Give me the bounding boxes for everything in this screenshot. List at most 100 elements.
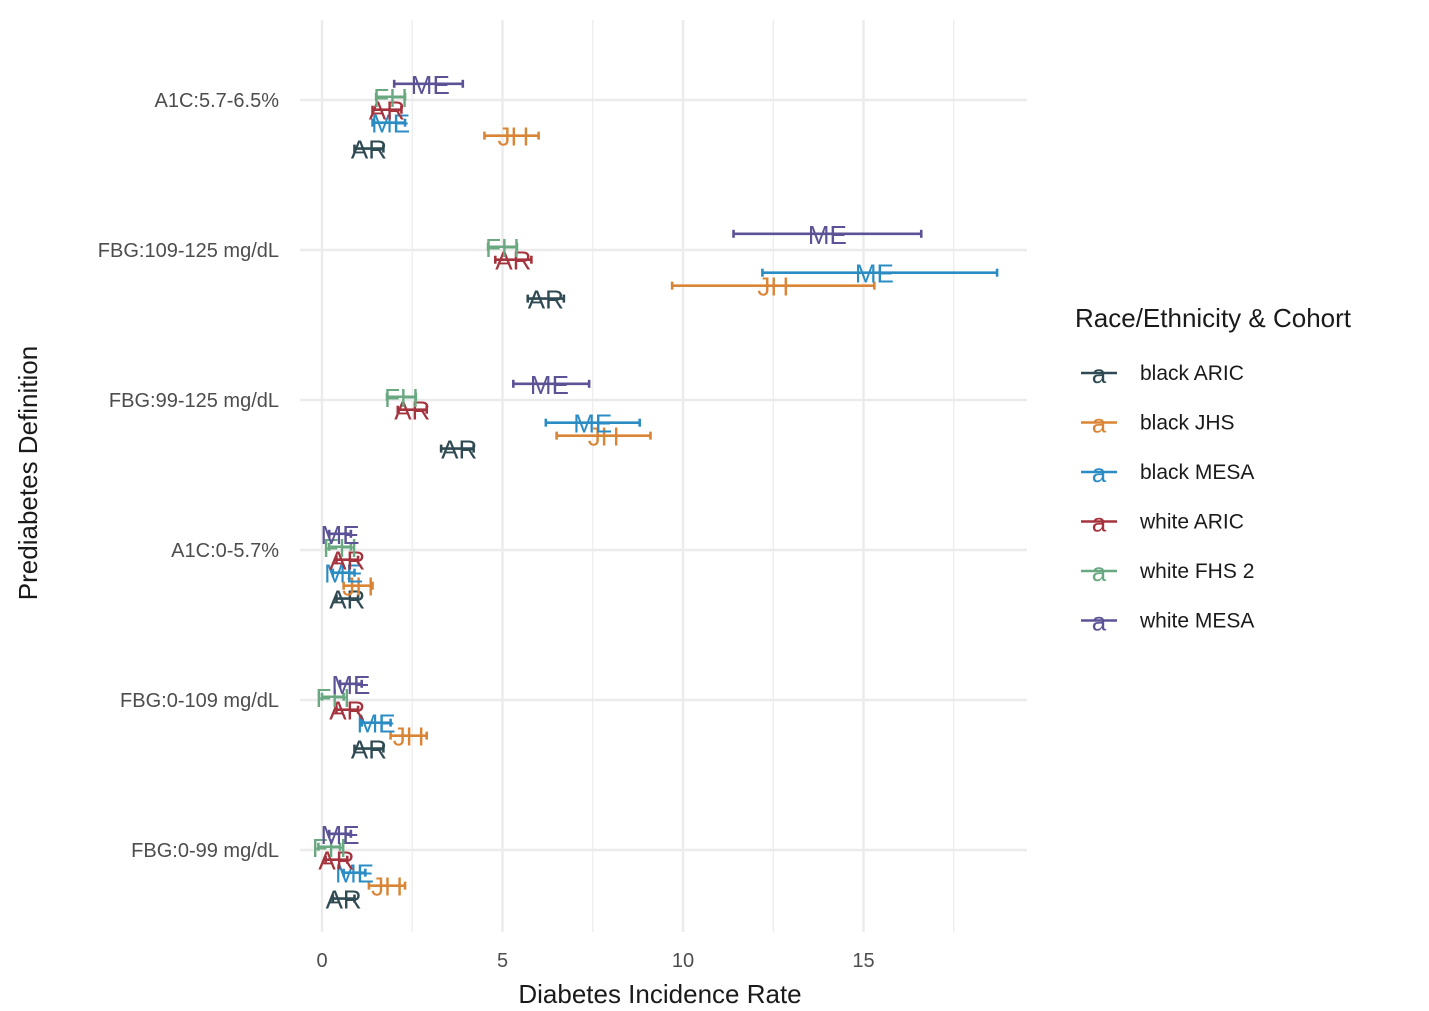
point-label: JH (757, 272, 789, 302)
legend-item: a black ARIC (1081, 359, 1244, 389)
error-bars (317, 79, 999, 903)
legend-title: Race/Ethnicity & Cohort (1075, 303, 1352, 333)
point-label: ME (411, 70, 450, 100)
error-bar (327, 829, 353, 838)
point-label: AR (318, 846, 354, 876)
error-bar (374, 92, 407, 101)
legend-key-glyph: a (1092, 458, 1107, 488)
error-bar (320, 692, 345, 701)
x-tick-label: 15 (852, 950, 874, 972)
error-bar (331, 568, 356, 577)
legend-key-glyph: a (1092, 557, 1107, 587)
legend-label: black ARIC (1140, 362, 1244, 385)
error-bar (353, 144, 385, 153)
error-bar (396, 405, 428, 414)
error-bar (335, 594, 360, 603)
grid-minor-lines (411, 20, 955, 932)
point-label: JH (588, 422, 620, 452)
error-bar (342, 581, 374, 590)
legend-key-glyph: a (1092, 508, 1107, 538)
point-label: AR (495, 246, 531, 276)
legend-item: a white FHS 2 (1081, 557, 1254, 587)
grid-major-lines (300, 20, 1027, 932)
legend-label: black MESA (1140, 461, 1254, 484)
error-bar (486, 242, 519, 251)
point-labels: ARARARARARARJHJHJHJHJHJHMEMEMEMEMEMEARAR… (312, 70, 894, 915)
error-bar (327, 542, 353, 551)
point-label: ME (530, 370, 569, 400)
point-label: ME (335, 859, 374, 889)
legend-item: a white MESA (1081, 607, 1254, 637)
legend: Race/Ethnicity & Cohort a black ARIC a blac… (1075, 303, 1352, 637)
error-bar (371, 118, 407, 127)
error-bar (732, 229, 923, 238)
error-bar (483, 131, 540, 140)
error-bar (761, 268, 999, 277)
point-label: ME (321, 520, 360, 550)
error-bar (327, 529, 353, 538)
error-bar (389, 731, 428, 740)
point-label: FH (373, 83, 408, 113)
error-bar (324, 855, 349, 864)
error-bar (670, 281, 876, 290)
error-bar (385, 392, 418, 401)
point-label: ME (357, 709, 396, 739)
x-tick-label: 10 (672, 950, 694, 972)
legend-key-glyph: a (1092, 359, 1107, 389)
error-bar (335, 555, 360, 564)
point-label: AR (528, 285, 564, 315)
error-bar (526, 294, 566, 303)
error-bar (371, 105, 403, 114)
point-label: AR (351, 735, 387, 765)
y-tick-label: FBG:0-99 mg/dL (131, 840, 279, 862)
point-label: AR (394, 396, 430, 426)
error-bar (331, 894, 356, 903)
y-tick-label: A1C:5.7-6.5% (154, 90, 279, 112)
point-label: AR (329, 696, 365, 726)
x-axis-ticks: 0 5 10 15 (316, 950, 874, 972)
point-label: ME (573, 409, 612, 439)
y-axis-ticks: A1C:5.7-6.5% FBG:109-125 mg/dL FBG:99-125 … (98, 90, 279, 862)
point-label: ME (331, 670, 370, 700)
legend-item: a black JHS (1081, 409, 1235, 439)
error-bar (555, 431, 652, 440)
point-label: FH (485, 233, 520, 263)
error-bar (544, 418, 641, 427)
point-label: ME (855, 259, 894, 289)
point-label: JH (371, 872, 403, 902)
point-label: ME (321, 820, 360, 850)
legend-item: a black MESA (1081, 458, 1254, 488)
legend-label: white ARIC (1139, 511, 1244, 534)
error-bar (493, 255, 533, 264)
legend-label: white MESA (1139, 610, 1254, 633)
point-label: AR (369, 96, 405, 126)
error-bar (335, 705, 360, 714)
point-label: AR (329, 585, 365, 615)
x-tick-label: 5 (497, 950, 508, 972)
legend-key-glyph: a (1092, 607, 1107, 637)
legend-label: white FHS 2 (1139, 560, 1254, 583)
point-label: FH (312, 833, 347, 863)
error-bar (338, 679, 364, 688)
legend-label: black JHS (1140, 412, 1235, 435)
point-label: JH (393, 722, 425, 752)
x-tick-label: 0 (316, 950, 327, 972)
error-bar (367, 881, 407, 890)
point-label: ME (808, 220, 847, 250)
y-axis-title: Prediabetes Definition (13, 346, 43, 600)
point-label: ME (324, 559, 363, 589)
error-bar (439, 444, 475, 453)
y-tick-label: FBG:0-109 mg/dL (120, 690, 279, 712)
point-label: FH (315, 683, 350, 713)
point-label: AR (351, 135, 387, 165)
error-bar (353, 744, 385, 753)
point-label: AR (329, 546, 365, 576)
point-label: ME (371, 109, 410, 139)
point-label: FH (384, 383, 419, 413)
point-label: JH (342, 572, 374, 602)
y-tick-label: A1C:0-5.7% (171, 540, 279, 562)
error-bar (392, 79, 465, 88)
point-label: JH (497, 122, 529, 152)
error-bar (360, 718, 392, 727)
